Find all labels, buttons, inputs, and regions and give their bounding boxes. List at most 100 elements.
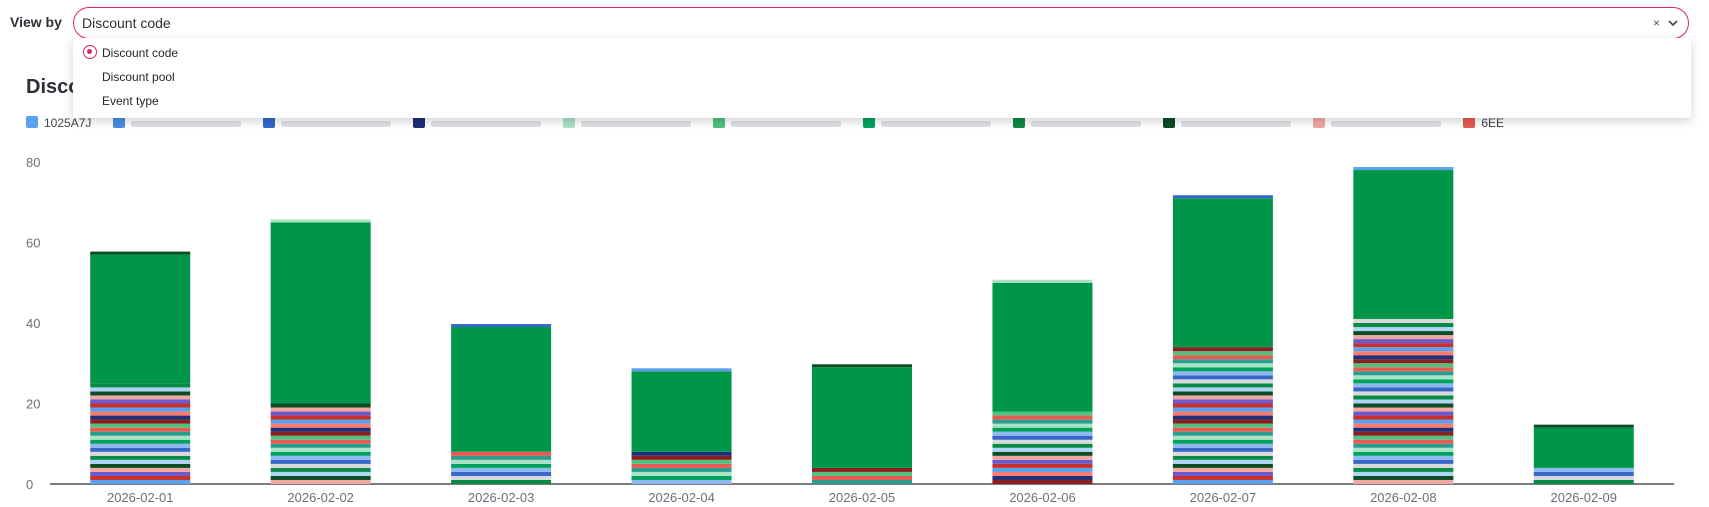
bar-segment[interactable] [1353, 419, 1454, 424]
legend-item[interactable] [263, 115, 392, 130]
bar-segment[interactable] [90, 403, 191, 408]
bar-segment[interactable] [1353, 339, 1454, 344]
bar-segment[interactable] [1353, 375, 1454, 380]
bar-segment[interactable] [631, 467, 732, 472]
bar-segment[interactable] [270, 479, 371, 484]
bar-segment[interactable] [1353, 447, 1454, 452]
bar-segment-dominant[interactable] [270, 222, 371, 404]
bar-segment-dominant[interactable] [1172, 198, 1273, 348]
bar-segment[interactable] [1172, 423, 1273, 428]
bar-segment[interactable] [1172, 463, 1273, 468]
bar-segment-dominant[interactable] [631, 371, 732, 452]
bar-segment[interactable] [90, 471, 191, 476]
bar-segment[interactable] [1353, 395, 1454, 400]
bar-segment-dominant[interactable] [1533, 427, 1634, 468]
bar-segment[interactable] [270, 439, 371, 444]
bar-segment[interactable] [1353, 451, 1454, 456]
bar-segment[interactable] [1353, 387, 1454, 392]
bar-segment[interactable] [992, 279, 1093, 283]
bar-segment[interactable] [1172, 371, 1273, 376]
bar-segment[interactable] [1172, 351, 1273, 356]
bar-segment[interactable] [992, 475, 1093, 480]
bar-segment[interactable] [1353, 471, 1454, 476]
legend-item[interactable] [413, 115, 542, 130]
bar-segment[interactable] [270, 435, 371, 440]
bar-segment[interactable] [1172, 439, 1273, 444]
bar-segment-dominant[interactable] [90, 254, 191, 384]
bar-segment[interactable] [1353, 391, 1454, 396]
legend-item[interactable] [1163, 115, 1292, 130]
radio-selected-icon[interactable] [83, 45, 97, 59]
bar-segment[interactable] [90, 407, 191, 412]
bar-segment[interactable] [270, 463, 371, 468]
bar-segment[interactable] [451, 479, 552, 484]
bar-segment[interactable] [1172, 455, 1273, 460]
bar-segment[interactable] [812, 467, 912, 472]
bar-segment[interactable] [1353, 439, 1454, 444]
bar-segment[interactable] [1172, 471, 1273, 476]
bar-segment[interactable] [1172, 431, 1273, 436]
bar-segment[interactable] [1353, 383, 1454, 388]
bar-segment[interactable] [90, 463, 191, 468]
bar-segment[interactable] [992, 419, 1093, 424]
bar-segment[interactable] [1353, 323, 1454, 328]
bar-segment[interactable] [90, 383, 191, 388]
bar-segment[interactable] [270, 415, 371, 420]
bar-segment[interactable] [1353, 399, 1454, 404]
bar-segment[interactable] [1353, 431, 1454, 436]
bar-segment[interactable] [1353, 331, 1454, 336]
bar-segment[interactable] [90, 427, 191, 432]
bar-segment[interactable] [1353, 423, 1454, 428]
bar-segment[interactable] [992, 423, 1093, 428]
bar-segment[interactable] [90, 455, 191, 460]
legend-item[interactable]: 1025A7J [26, 115, 91, 130]
legend-item[interactable] [113, 115, 242, 130]
bar-segment[interactable] [90, 475, 191, 480]
legend-item[interactable] [713, 115, 842, 130]
bar-segment[interactable] [1172, 379, 1273, 384]
bar-segment[interactable] [1172, 479, 1273, 484]
bar-segment[interactable] [1533, 471, 1634, 476]
bar-segment[interactable] [1172, 407, 1273, 412]
bar-segment[interactable] [90, 411, 191, 416]
bar-segment[interactable] [1172, 435, 1273, 440]
bar-segment[interactable] [270, 443, 371, 448]
bar-segment[interactable] [90, 395, 191, 400]
bar-segment[interactable] [631, 455, 732, 460]
bar-segment[interactable] [992, 471, 1093, 476]
bar-segment[interactable] [1353, 435, 1454, 440]
close-icon[interactable]: × [1652, 16, 1660, 30]
bar-segment[interactable] [992, 463, 1093, 468]
bar-segment[interactable] [992, 431, 1093, 436]
bar-segment[interactable] [1172, 443, 1273, 448]
bar-segment[interactable] [1172, 419, 1273, 424]
bar-segment[interactable] [1172, 347, 1273, 352]
bar-segment[interactable] [1353, 355, 1454, 360]
bar-segment[interactable] [270, 475, 371, 480]
bar-segment[interactable] [270, 455, 371, 460]
bar-segment[interactable] [631, 459, 732, 464]
bar-segment[interactable] [1353, 415, 1454, 420]
bar-segment[interactable] [1172, 467, 1273, 472]
bar-segment[interactable] [90, 391, 191, 396]
legend-item[interactable]: 6EE [1463, 115, 1504, 130]
bar-segment[interactable] [1353, 347, 1454, 352]
bar-segment[interactable] [1172, 395, 1273, 400]
bar-segment[interactable] [451, 467, 552, 472]
bar-segment[interactable] [1172, 391, 1273, 396]
bar-segment[interactable] [1353, 351, 1454, 356]
bar-segment[interactable] [812, 471, 912, 476]
legend-item[interactable] [1013, 115, 1142, 130]
bar-segment[interactable] [1172, 459, 1273, 464]
bar-segment[interactable] [90, 423, 191, 428]
bar-segment[interactable] [270, 411, 371, 416]
bar-segment[interactable] [992, 459, 1093, 464]
bar-segment[interactable] [270, 451, 371, 456]
bar-segment[interactable] [1353, 367, 1454, 372]
bar-segment[interactable] [90, 387, 191, 392]
bar-segment[interactable] [1172, 363, 1273, 368]
bar-segment[interactable] [1353, 371, 1454, 376]
bar-segment[interactable] [1172, 367, 1273, 372]
bar-segment-dominant[interactable] [451, 327, 552, 452]
bar-segment[interactable] [1353, 343, 1454, 348]
